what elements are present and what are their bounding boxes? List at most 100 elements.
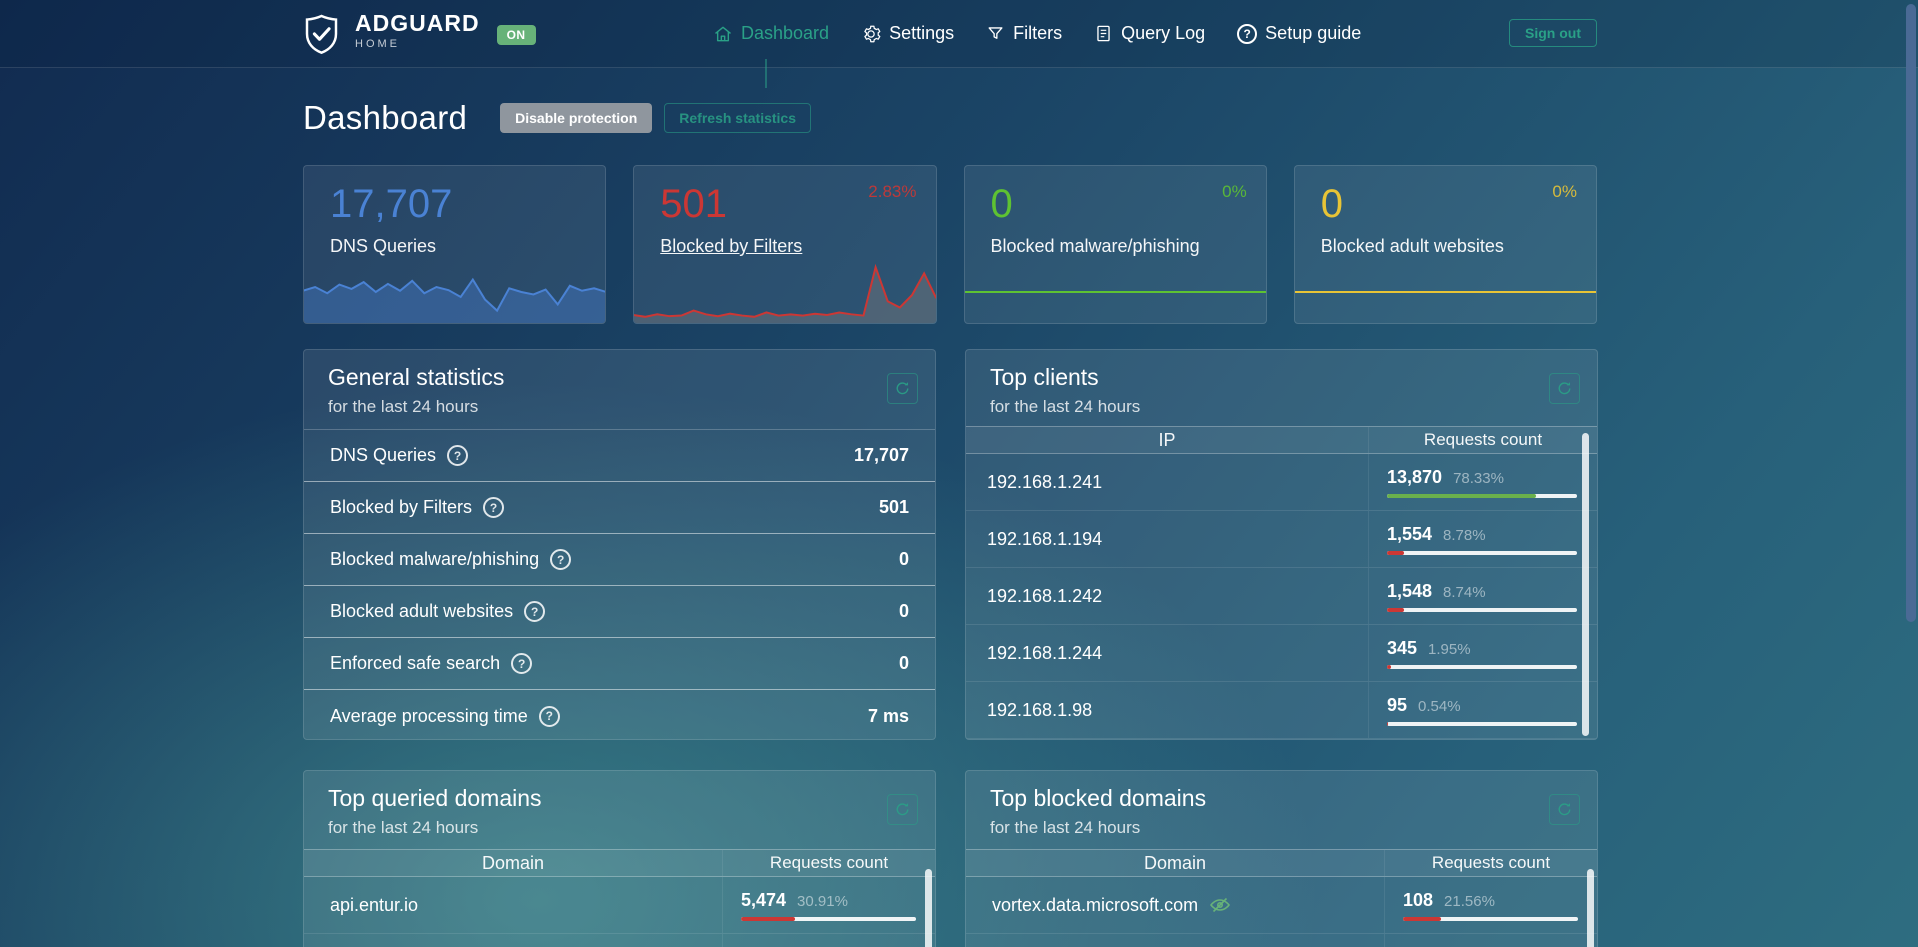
request-count: 5,474 — [741, 889, 787, 910]
card-value: 501 — [660, 182, 727, 226]
help-icon[interactable] — [524, 601, 546, 622]
refresh-panel-button[interactable] — [1549, 794, 1580, 825]
disable-protection-button[interactable]: Disable protection — [500, 103, 653, 133]
page-scrollbar-thumb[interactable] — [1906, 4, 1916, 622]
top-clients-panel: Top clients for the last 24 hours IP Req… — [965, 349, 1598, 740]
dns-queries-sparkline — [304, 261, 606, 323]
request-percent: 30.91% — [797, 892, 848, 910]
refresh-panel-button[interactable] — [887, 373, 918, 404]
stat-label: Blocked by Filters — [330, 497, 473, 517]
stat-value: 0 — [898, 601, 909, 621]
top-queried-domains-table: Domain Requests count api.entur.io 5,474… — [304, 849, 935, 947]
refresh-icon — [895, 381, 910, 396]
help-icon[interactable] — [447, 445, 469, 466]
client-row: 192.168.1.242 1,548 8.74% — [966, 568, 1597, 625]
eye-slash-icon[interactable] — [1208, 893, 1232, 917]
request-percent: 78.33% — [1453, 469, 1504, 487]
tab-filters[interactable]: Filters — [986, 23, 1062, 44]
stat-label: Blocked malware/phishing — [330, 549, 540, 569]
refresh-icon — [895, 802, 910, 817]
panel-subtitle: for the last 24 hours — [328, 818, 479, 837]
table-header: Domain Requests count — [304, 849, 935, 877]
tab-query-log[interactable]: Query Log — [1094, 23, 1205, 44]
panel-scrollbar[interactable] — [1587, 869, 1594, 947]
request-percent: 1.95% — [1428, 640, 1471, 658]
column-header-requests: Requests count — [1368, 427, 1597, 453]
help-icon[interactable] — [538, 705, 560, 727]
client-row: 192.168.1.194 1,554 8.78% — [966, 511, 1597, 568]
top-clients-table: IP Requests count 192.168.1.241 13,870 78… — [966, 426, 1597, 739]
domain-name[interactable]: api.entur.io — [330, 894, 419, 915]
help-icon[interactable] — [550, 549, 572, 570]
tab-settings[interactable]: Settings — [861, 23, 954, 44]
stat-row: Blocked adult websites 0 — [304, 586, 935, 638]
card-label: Blocked malware/phishing — [990, 236, 1200, 256]
panel-subtitle: for the last 24 hours — [990, 397, 1141, 416]
client-ip[interactable]: 192.168.1.244 — [987, 642, 1103, 663]
adguard-shield-logo-icon — [303, 14, 340, 55]
funnel-icon — [986, 24, 1005, 43]
panel-title: General statistics — [328, 364, 505, 390]
client-ip[interactable]: 192.168.1.241 — [987, 471, 1103, 492]
help-icon[interactable] — [483, 497, 505, 518]
request-percent: 21.56% — [1444, 892, 1495, 910]
request-count: 108 — [1403, 889, 1434, 910]
panel-title: Top blocked domains — [990, 785, 1207, 811]
card-percent: 2.83% — [868, 182, 917, 201]
active-tab-indicator — [765, 59, 767, 88]
tab-dashboard[interactable]: Dashboard — [713, 23, 829, 44]
help-icon[interactable] — [511, 653, 533, 674]
top-queried-domains-panel: Top queried domains for the last 24 hour… — [303, 770, 936, 947]
client-ip[interactable]: 192.168.1.194 — [987, 528, 1103, 549]
adult-flatline — [1294, 291, 1596, 293]
panel-scrollbar[interactable] — [925, 869, 932, 947]
malware-flatline — [964, 291, 1266, 293]
tab-label: Filters — [1013, 23, 1063, 43]
blocked-by-filters-link[interactable]: Blocked by Filters — [660, 236, 803, 256]
request-count: 13,870 — [1387, 466, 1443, 487]
client-row: 192.168.1.244 345 1.95% — [966, 625, 1597, 682]
tab-label: Dashboard — [741, 23, 830, 43]
tab-label: Settings — [889, 23, 955, 43]
stat-value: 7 ms — [867, 705, 909, 726]
request-count: 345 — [1387, 637, 1418, 658]
card-value: 0 — [1320, 182, 1343, 226]
refresh-panel-button[interactable] — [887, 794, 918, 825]
card-dns-queries: 17,707 DNS Queries — [303, 165, 607, 324]
request-count: 1,554 — [1387, 523, 1433, 544]
refresh-statistics-button[interactable]: Refresh statistics — [664, 103, 811, 133]
stat-label: Average processing time — [330, 705, 528, 726]
panel-title: Top clients — [990, 364, 1099, 390]
tab-setup-guide[interactable]: Setup guide — [1237, 23, 1361, 44]
progress-bar — [1387, 550, 1577, 555]
domain-row — [304, 934, 935, 947]
stat-row: Blocked malware/phishing 0 — [304, 534, 935, 586]
stat-row: Enforced safe search 0 — [304, 638, 935, 690]
request-count: 1,548 — [1387, 580, 1433, 601]
column-header-requests: Requests count — [1384, 850, 1597, 876]
brand: ADGUARD HOME ON — [303, 12, 536, 55]
stat-row: Blocked by Filters 501 — [304, 482, 935, 534]
panel-scrollbar[interactable] — [1582, 433, 1589, 736]
main-nav: Dashboard Settings Filters Query Log — [713, 0, 1361, 67]
blocked-sparkline — [634, 261, 936, 323]
progress-bar — [1387, 607, 1577, 612]
refresh-panel-button[interactable] — [1549, 373, 1580, 404]
card-blocked-by-filters: 501 2.83% Blocked by Filters — [633, 165, 937, 324]
column-header-domain: Domain — [1143, 852, 1207, 873]
domain-name[interactable]: vortex.data.microsoft.com — [992, 894, 1199, 915]
column-header-requests: Requests count — [722, 850, 935, 876]
card-blocked-adult: 0 0% Blocked adult websites — [1293, 165, 1597, 324]
home-icon — [713, 24, 733, 44]
card-percent: 0% — [1552, 182, 1577, 201]
refresh-icon — [1557, 802, 1572, 817]
stat-label: Blocked adult websites — [330, 601, 514, 621]
sign-out-button[interactable]: Sign out — [1509, 19, 1597, 47]
top-blocked-domains-panel: Top blocked domains for the last 24 hour… — [965, 770, 1598, 947]
client-ip[interactable]: 192.168.1.98 — [987, 699, 1093, 720]
domain-row: vortex.data.microsoft.com 108 21.56% — [966, 877, 1597, 934]
column-header-ip: IP — [1158, 429, 1176, 450]
client-ip[interactable]: 192.168.1.242 — [987, 585, 1103, 606]
column-header-domain: Domain — [481, 852, 545, 873]
card-value: 17,707 — [330, 182, 453, 226]
